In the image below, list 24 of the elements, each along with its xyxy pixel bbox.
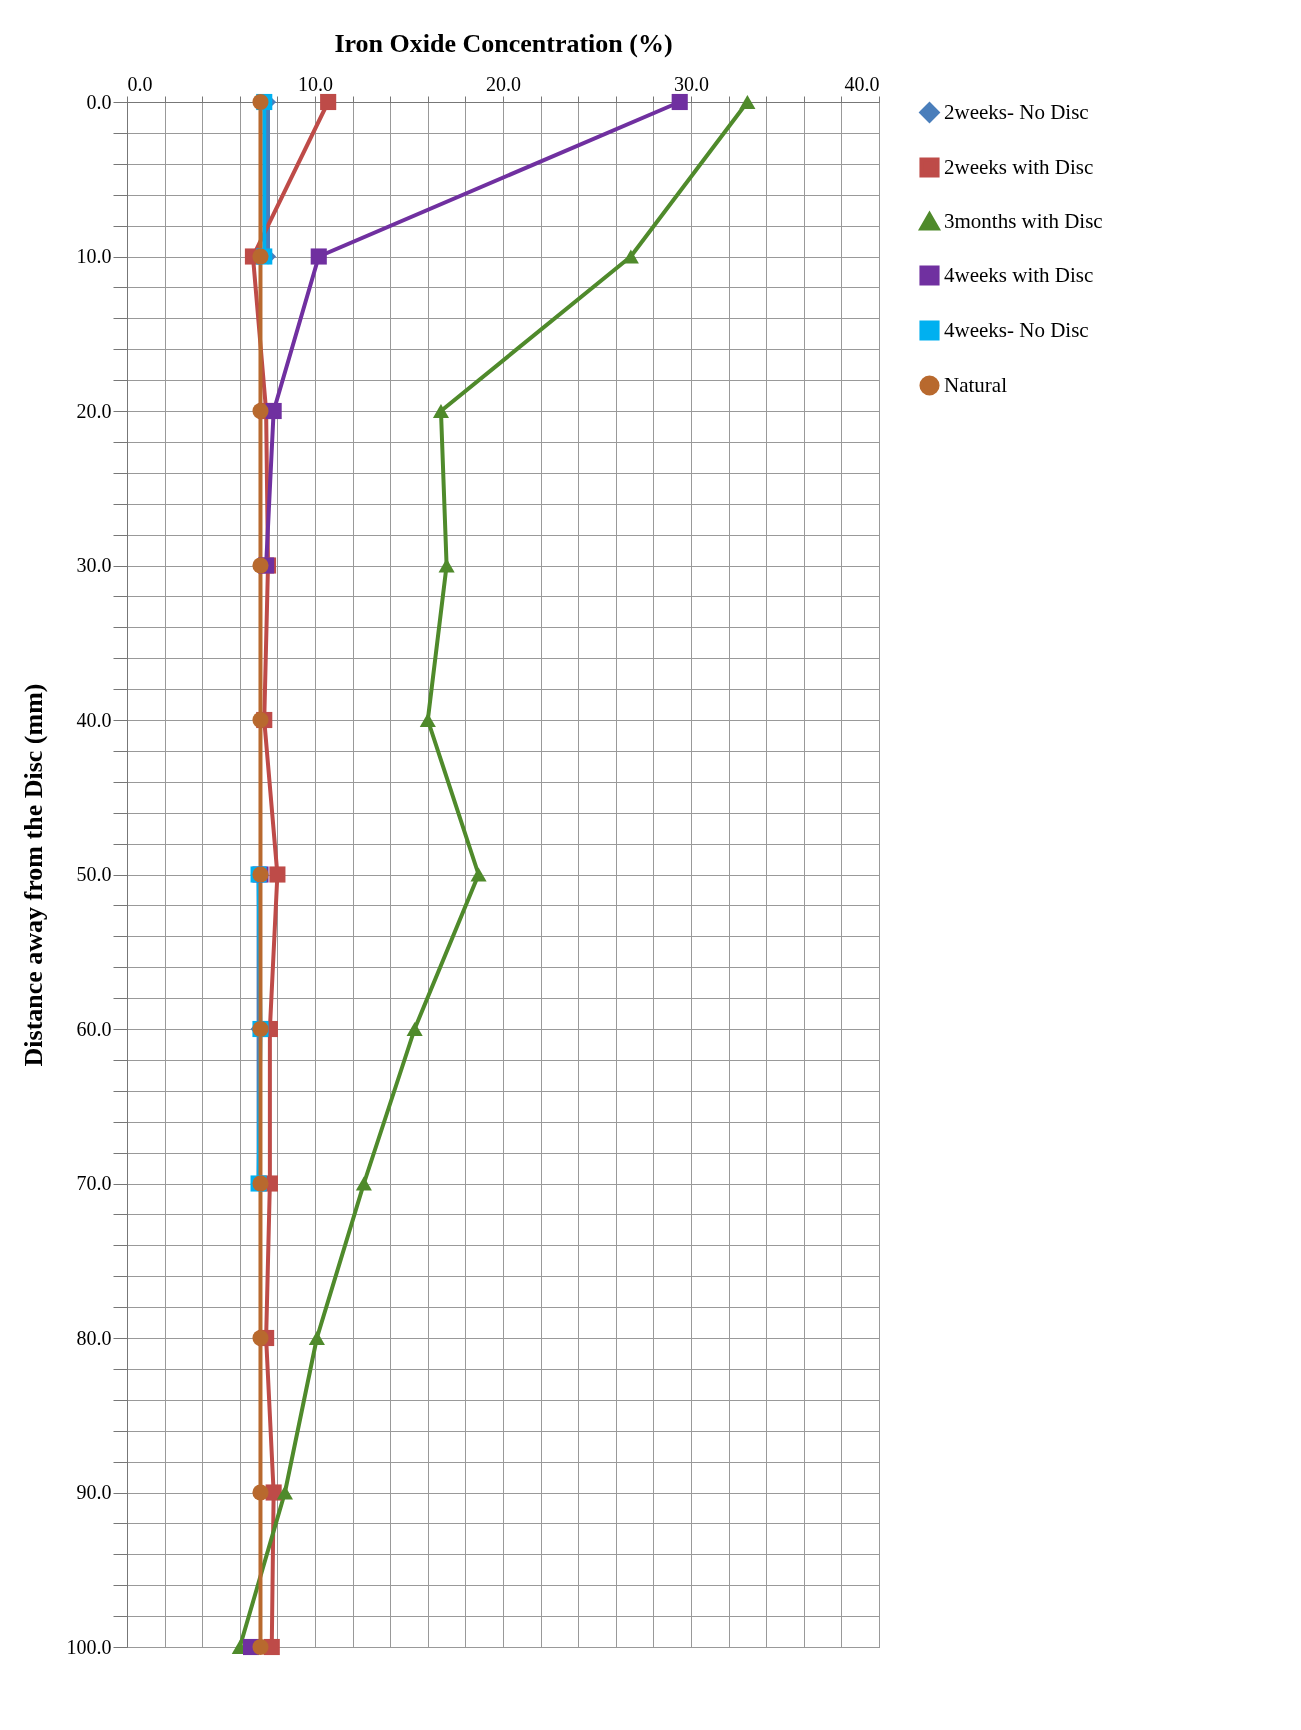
legend-label: 3months with Disc <box>944 208 1103 233</box>
x-tick-label: 40.0 <box>844 72 880 95</box>
x-tick-label: 10.0 <box>298 72 333 95</box>
y-tick-label: 50.0 <box>76 863 112 885</box>
y-tick-label: 40.0 <box>76 708 112 731</box>
x-axis-title: Iron Oxide Concentration (%) <box>334 28 673 58</box>
y-tick-label: 30.0 <box>76 554 112 576</box>
x-tick-label: 20.0 <box>486 72 521 95</box>
legend-label: 2weeks- No Disc <box>944 99 1089 124</box>
y-tick-label: 20.0 <box>76 399 112 422</box>
legend-label: 4weeks with Disc <box>944 262 1094 287</box>
x-tick-label: 0.0 <box>127 72 153 95</box>
y-tick-label: 0.0 <box>86 90 112 113</box>
y-tick-label: 100.0 <box>66 1635 112 1658</box>
y-tick-label: 90.0 <box>76 1481 112 1503</box>
legend-label: Natural <box>944 372 1008 397</box>
x-tick-label: 30.0 <box>674 72 709 95</box>
y-tick-label: 10.0 <box>76 245 112 267</box>
y-axis-title: Distance away from the Disc (mm) <box>18 683 48 1067</box>
legend-label: 4weeks- No Disc <box>944 317 1089 342</box>
legend-label: 2weeks with Disc <box>944 154 1094 179</box>
y-tick-label: 60.0 <box>76 1017 112 1040</box>
y-tick-label: 80.0 <box>76 1326 112 1349</box>
y-tick-label: 70.0 <box>76 1172 112 1194</box>
